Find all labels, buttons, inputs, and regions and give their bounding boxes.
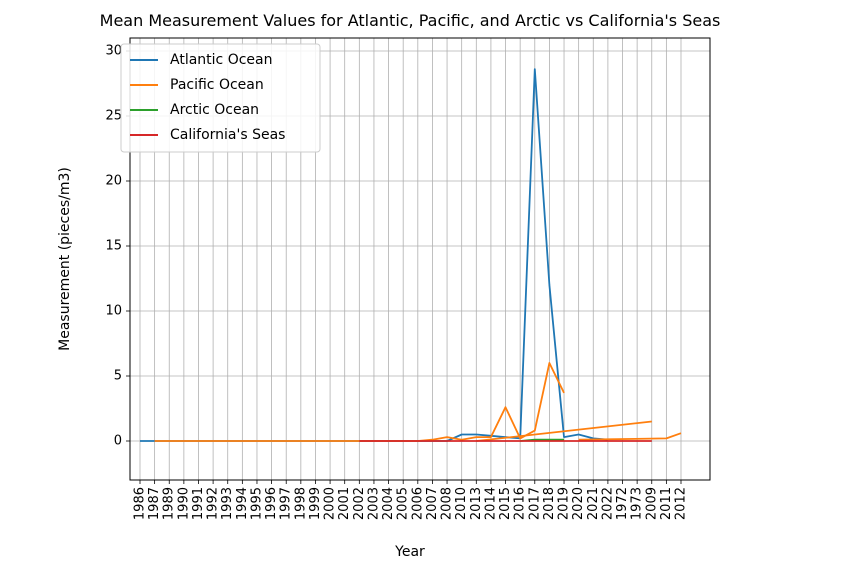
- x-tick-label: 2014: [483, 487, 498, 520]
- y-tick-label: 15: [105, 239, 122, 254]
- plot-frame: [129, 37, 711, 481]
- x-tick-label: 1973: [630, 487, 645, 520]
- y-tick-label: 25: [105, 109, 122, 124]
- legend-label: Atlantic Ocean: [170, 52, 272, 68]
- x-tick-label: 1972: [615, 487, 630, 520]
- x-tick-label: 2013: [469, 487, 484, 520]
- x-tick-label: 1996: [264, 487, 279, 520]
- x-tick-label: 2017: [527, 487, 542, 520]
- x-tick-label: 1994: [235, 487, 250, 520]
- x-tick-label: 1990: [176, 487, 191, 520]
- series-lines: [140, 68, 682, 442]
- x-tick-label: 2022: [600, 487, 615, 520]
- legend-label: California's Seas: [170, 127, 285, 143]
- x-tick-label: 1993: [220, 487, 235, 520]
- x-tick-label: 2005: [396, 487, 411, 520]
- x-tick-label: 1992: [206, 487, 221, 520]
- x-tick-label: 1997: [279, 487, 294, 520]
- x-tick-label: 2009: [644, 487, 659, 520]
- x-tick-label: 2011: [659, 487, 674, 520]
- x-tick-label: 2004: [381, 487, 396, 520]
- x-tick-label: 2016: [513, 487, 528, 520]
- x-axis-label: Year: [394, 544, 425, 560]
- x-tick-label: 1986: [133, 487, 148, 520]
- legend-label: Pacific Ocean: [170, 77, 264, 93]
- x-tick-label: 2019: [557, 487, 572, 520]
- y-tick-label: 5: [114, 369, 122, 384]
- y-tick-label: 30: [105, 44, 122, 59]
- x-tick-label: 2015: [498, 487, 513, 520]
- x-tick-label: 1995: [249, 487, 264, 520]
- x-tick-label: 2008: [440, 487, 455, 520]
- x-tick-label: 2020: [571, 487, 586, 520]
- y-axis-ticks: 0 5 10 15 20 25 30: [105, 44, 130, 449]
- x-tick-label: 2006: [410, 487, 425, 520]
- y-tick-label: 20: [105, 174, 122, 189]
- x-tick-label: 2012: [674, 487, 689, 520]
- x-axis-ticks: 1986 1987 1989 1990 1991 1992 1993 1994 1995 1996…: [133, 480, 689, 520]
- x-tick-label: 2021: [586, 487, 601, 520]
- legend: Atlantic Ocean Pacific Ocean Arctic Ocean C…: [120, 43, 321, 153]
- y-tick-label: 0: [114, 434, 122, 449]
- x-tick-label: 1998: [293, 487, 308, 520]
- x-tick-label: 2002: [352, 487, 367, 520]
- legend-label: Arctic Ocean: [170, 102, 259, 118]
- pacific-ocean-series-line-segment: [476, 420, 652, 442]
- chart-title: Mean Measurement Values for Atlantic, Pa…: [100, 11, 721, 30]
- x-tick-label: 1991: [191, 487, 206, 520]
- x-tick-label: 2000: [323, 487, 338, 520]
- x-tick-label: 2018: [542, 487, 557, 520]
- x-tick-label: 1999: [308, 487, 323, 520]
- legend-box: [120, 43, 321, 153]
- x-tick-label: 2010: [454, 487, 469, 520]
- y-tick-label: 10: [105, 304, 122, 319]
- x-tick-label: 1989: [162, 487, 177, 520]
- x-tick-label: 2001: [337, 487, 352, 520]
- y-axis-label: Measurement (pieces/m3): [57, 167, 73, 351]
- x-tick-label: 2007: [425, 487, 440, 520]
- pacific-ocean-series-line-segment: [578, 432, 682, 441]
- x-tick-label: 2003: [366, 487, 381, 520]
- x-tick-label: 1987: [147, 487, 162, 520]
